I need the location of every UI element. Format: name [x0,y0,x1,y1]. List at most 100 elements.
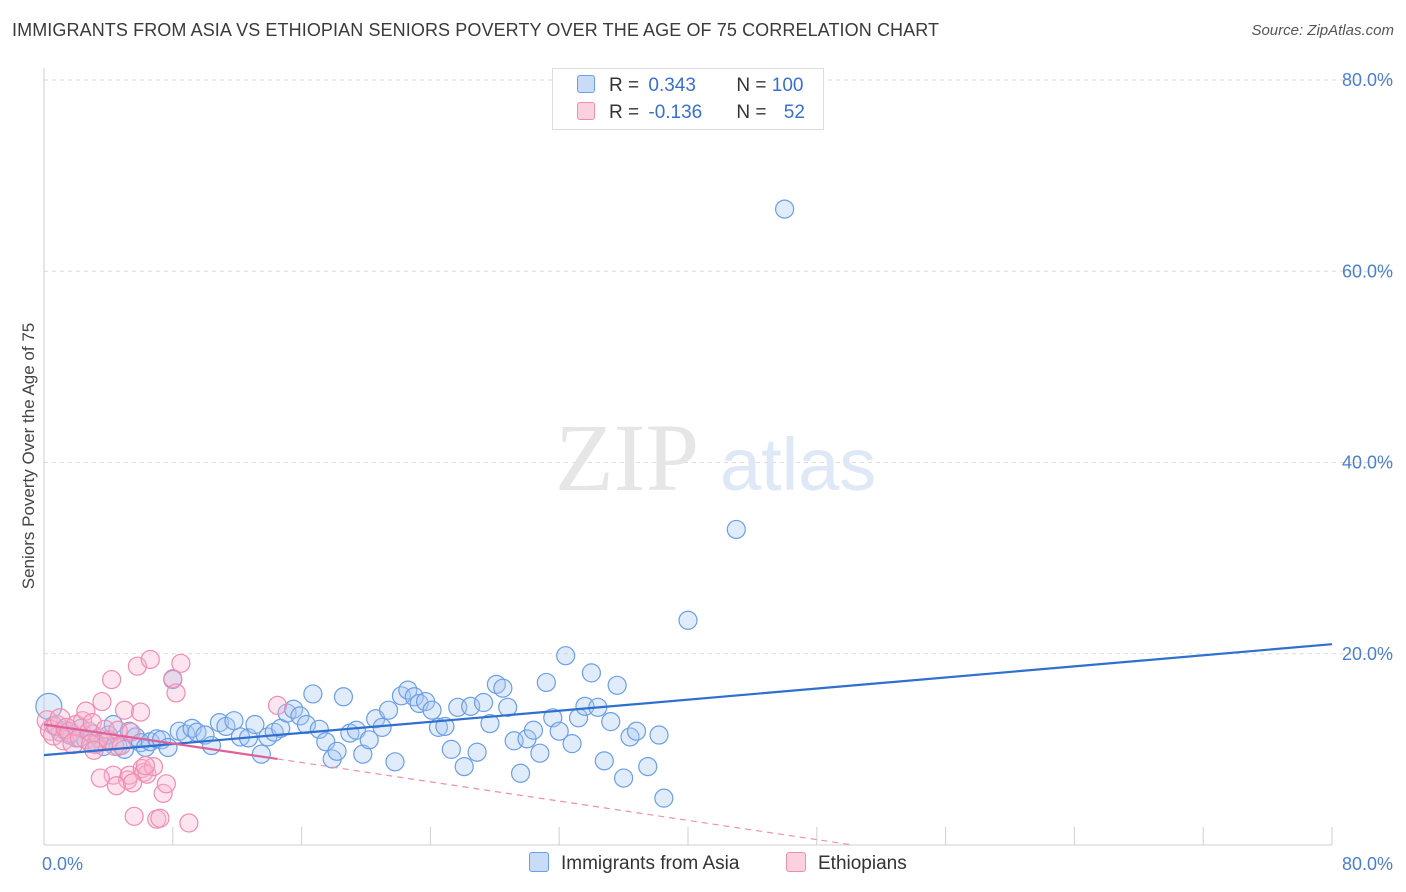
trendline-ethiopians [43,723,278,761]
point-asia-71 [473,692,494,713]
point-asia-99 [678,610,698,630]
point-ethiopians-44 [179,813,199,833]
point-ethiopians-20 [102,669,122,690]
trendline-asia [43,643,1333,757]
points-layer [35,199,795,833]
point-ethiopians-48 [122,773,143,793]
point-asia-64 [428,717,449,737]
point-asia-74 [493,678,513,698]
series-label-asia: Immigrants from Asia [561,853,740,874]
point-asia-51 [346,720,366,740]
chart-source: Source: ZipAtlas.com [1251,22,1394,39]
point-ethiopians-43 [171,653,191,673]
point-asia-63 [422,700,442,720]
legend-swatch-asia [577,75,595,93]
point-asia-49 [333,687,354,707]
point-asia-36 [251,744,271,764]
x-tick-label-max: 80.0% [1342,854,1393,874]
point-asia-79 [523,720,544,740]
point-asia-80 [530,743,550,763]
point-ethiopians-40 [156,774,176,794]
legend-row-asia: R = 0.343 N = 100 [577,75,803,99]
point-asia-101 [774,199,795,219]
legend-n-key: N = [736,102,772,123]
y-axis-label: Seniors Poverty Over the Age of 75 [19,323,38,589]
x-tick-marks [172,827,1333,845]
point-ethiopians-38 [150,808,170,828]
y-tick-label-2: 60.0% [1342,261,1393,281]
series-label-ethiopians: Ethiopians [818,853,907,874]
point-asia-56 [378,700,399,720]
series-legend-asia[interactable]: Immigrants from Asia [529,852,739,875]
point-asia-90 [594,751,614,771]
point-asia-53 [359,730,379,750]
point-asia-44 [303,684,323,704]
point-asia-96 [638,756,658,777]
point-asia-88 [581,663,602,683]
point-asia-70 [467,742,487,762]
point-ethiopians-22 [105,736,125,757]
point-asia-95 [626,721,647,741]
legend-r-value: -0.136 [648,102,703,123]
legend-n-value: 52 [783,102,805,123]
point-ethiopians-47 [106,776,127,796]
grid-layer [44,79,1392,655]
point-asia-57 [385,752,405,772]
point-asia-32 [224,711,244,731]
y-tick-label-0: 20.0% [1342,644,1393,664]
point-ethiopians-46 [90,768,110,788]
watermark-zip: ZIP [555,404,699,511]
point-ethiopians-25 [114,700,135,720]
point-asia-68 [454,756,474,777]
point-ethiopians-29 [124,806,144,826]
point-ethiopians-35 [140,649,160,670]
series-swatch-asia [529,852,549,872]
point-ethiopians-17 [92,691,112,712]
point-asia-93 [613,768,634,788]
legend-n-key: N = [736,75,772,96]
point-asia-83 [549,721,569,741]
point-ethiopians-49 [135,756,156,776]
point-asia-91 [601,712,621,732]
point-asia-72 [480,713,500,734]
point-ethiopians-36 [143,756,164,777]
stats-legend: R = 0.343 N = 100 R = -0.136 N = 52 [552,68,824,130]
x-tick-label-min: 0.0% [42,854,83,874]
trend-layer [43,643,1333,846]
legend-n-value: 100 [771,75,804,96]
legend-r-key: R = [609,102,645,123]
series-legend: Immigrants from Asia Ethiopians [0,852,1406,878]
point-ethiopians-50 [267,695,288,715]
point-ethiopians-42 [166,683,186,703]
point-asia-100 [726,519,746,540]
watermark-atlas: atlas [720,423,876,506]
point-asia-66 [441,739,461,759]
tick-labels: 20.0% 40.0% 60.0% 80.0% 0.0% 80.0% [42,70,1393,874]
point-asia-92 [607,675,627,695]
legend-swatch-ethiopians [577,102,595,120]
point-asia-45 [309,719,329,739]
series-swatch-ethiopians [786,852,806,872]
point-ethiopians-31 [131,702,151,722]
legend-row-ethiopians: R = -0.136 N = 52 [577,102,805,126]
point-asia-28 [195,725,215,745]
point-asia-35 [245,714,265,735]
trendline-ethiopians-extension [277,758,853,846]
point-asia-77 [510,763,531,783]
legend-r-value: 0.343 [648,75,696,96]
point-asia-48 [327,741,347,761]
point-ethiopians-12 [76,701,96,721]
point-asia-81 [536,672,556,693]
point-asia-84 [556,646,576,666]
point-asia-85 [562,734,582,754]
point-ethiopians-41 [163,669,183,689]
chart-title: IMMIGRANTS FROM ASIA VS ETHIOPIAN SENIOR… [12,20,940,40]
point-asia-98 [654,788,674,808]
y-tick-label-3: 80.0% [1342,70,1393,90]
point-asia-97 [649,725,669,745]
point-asia-52 [353,744,373,764]
y-tick-label-1: 40.0% [1342,453,1393,473]
legend-r-key: R = [609,75,645,96]
series-legend-ethiopians[interactable]: Ethiopians [786,852,907,875]
